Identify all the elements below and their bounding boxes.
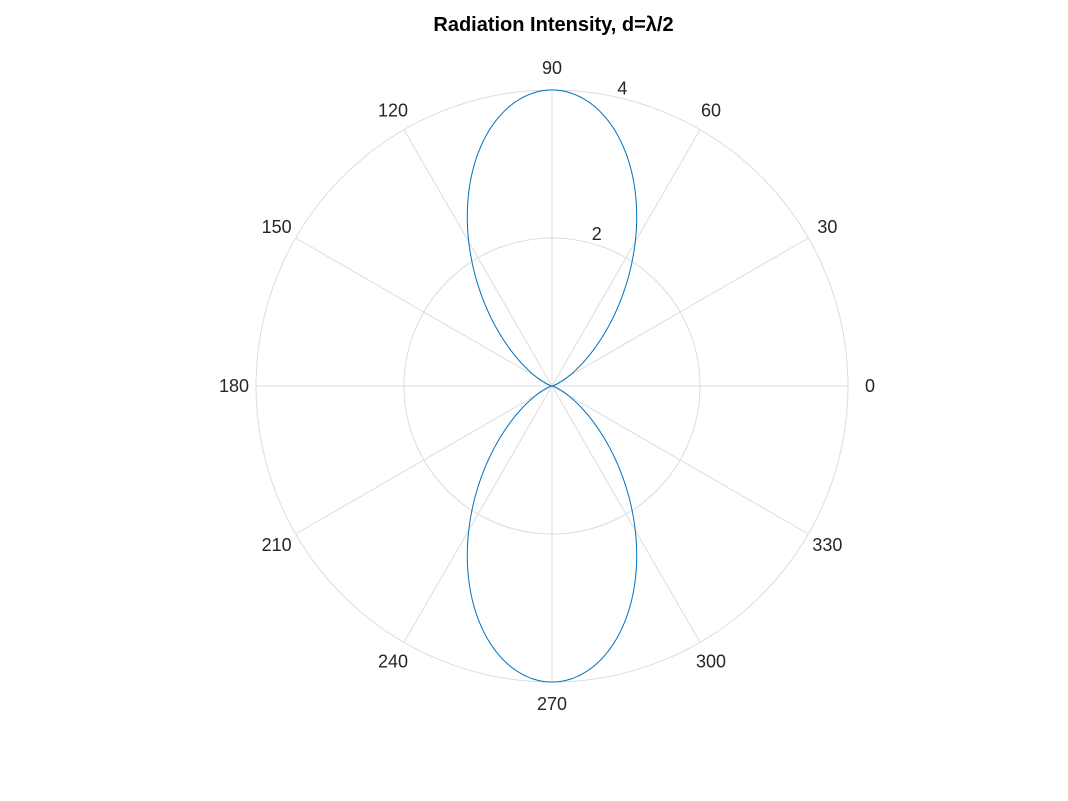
chart-title: Radiation Intensity, d=λ/2 xyxy=(433,14,674,36)
polar-grid-spoke xyxy=(403,385,553,643)
polar-grid-spoke xyxy=(551,385,809,535)
theta-tick-label: 120 xyxy=(378,101,408,121)
polar-grid-spoke xyxy=(551,129,701,387)
polar-grid-spoke xyxy=(551,385,701,643)
polar-grid-spoke xyxy=(403,129,553,387)
theta-tick-label: 0 xyxy=(865,376,875,396)
theta-tick-label: 300 xyxy=(696,651,726,671)
theta-tick-label: 240 xyxy=(378,651,408,671)
polar-grid-spoke xyxy=(295,237,553,387)
theta-tick-label: 150 xyxy=(262,217,292,237)
theta-tick-label: 60 xyxy=(701,101,721,121)
theta-tick-label: 210 xyxy=(262,535,292,555)
polar-grid-spoke xyxy=(551,237,809,387)
theta-tick-label: 270 xyxy=(537,694,567,714)
theta-tick-label: 330 xyxy=(812,535,842,555)
series-line xyxy=(466,89,638,683)
theta-tick-label: 30 xyxy=(817,217,837,237)
r-tick-label: 2 xyxy=(592,224,602,244)
r-tick-label: 4 xyxy=(617,78,627,98)
theta-tick-label: 180 xyxy=(219,376,249,396)
theta-tick-label: 90 xyxy=(542,58,562,78)
polar-grid-spoke xyxy=(295,385,553,535)
